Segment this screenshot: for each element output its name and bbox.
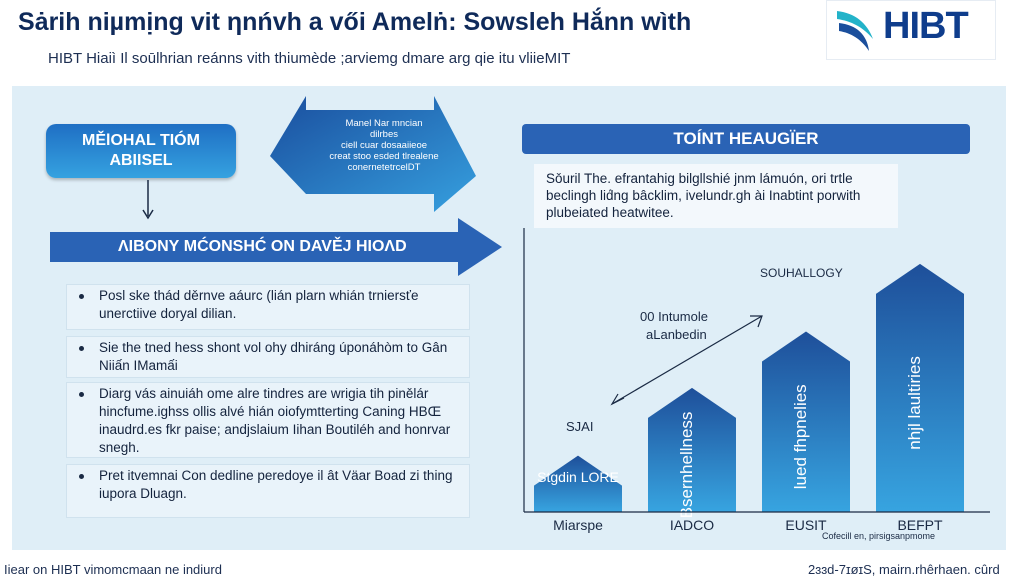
trend-tail-icon (610, 393, 625, 406)
chart-description: Sǒuril The. efrantahig bilgllshié jnm lá… (534, 164, 898, 228)
bar (534, 455, 622, 512)
callout-line: dilrbes (370, 129, 398, 140)
callout-text: Manel Nar mncian dilrbes ciell cuar dosa… (316, 118, 452, 173)
bullet-icon (79, 346, 84, 351)
bar (762, 331, 850, 512)
trend-arrowhead-icon (750, 315, 763, 328)
bar-label: lued fhpnelies (791, 384, 810, 489)
banner-label: ΛΙΒONΥ MĆONSHĆ ON DAVĚJ ΗΙOΛD (118, 238, 407, 255)
small-annotation: SJAI (566, 419, 594, 434)
bullet-icon (79, 392, 84, 397)
callout-line: conernetetrcelDT (347, 162, 421, 173)
bar-chart: Stgdin LORE Bsernhellness lued fhpnelies nh… (523, 228, 990, 533)
banner-arrow-shape (50, 218, 502, 276)
trend-label: aLanbedin (646, 327, 707, 342)
callout-line: ciell cuar dosaaiieoe (340, 140, 428, 151)
top-left-box: MĚlOHAL TIÓM ABIISEL (46, 124, 236, 178)
bar-label: nhjl laultiries (905, 356, 924, 450)
chart-header: TOÍNT HEAUGÏER (522, 124, 970, 154)
hibt-logo: HIBT (826, 0, 996, 60)
list-item-text: Diarg vás ainuiáh ome alre tindres are w… (99, 386, 451, 455)
list-item-text: Pret itvemnai Con dedline peredoye il ât… (99, 468, 453, 501)
bullet-icon (79, 294, 84, 299)
trend-label: 00 Intumole (640, 309, 708, 324)
top-annotation: SOUHALLOGY (760, 266, 843, 280)
bar (648, 387, 736, 512)
top-left-box-line2: ABIISEL (109, 152, 173, 169)
top-left-box-line1: MĚlOHAL TIÓM (82, 132, 200, 149)
logo-wordmark: HIBT (883, 5, 969, 47)
list-item-text: Posl ske thád děrnve aáurc (lián plarn w… (99, 288, 419, 321)
list-item: Posl ske thád děrnve aáurc (lián plarn w… (66, 284, 470, 330)
logo-swoosh-icon (837, 11, 873, 51)
footer-right: 2ɜɜd-7ɪøɪS, mairn.rhêrhaen. cûrd (808, 562, 1000, 576)
x-tick-label: IADCO (670, 517, 714, 533)
list-item: Diarg vás ainuiáh ome alre tindres are w… (66, 382, 470, 458)
callout-line: Manel Nar mncian (345, 118, 423, 129)
footer-left: Iiear on HIBT vimomcmaan ne indiurd (4, 562, 222, 576)
bullet-icon (79, 474, 84, 479)
page-subtitle: HIBT Hiaiì Il soūlhrian reánns vith thiu… (48, 50, 571, 67)
list-item: Pret itvemnai Con dedline peredoye il ât… (66, 464, 470, 518)
list-item-text: Sie the tned hess shont vol ohy dhiráng … (99, 340, 448, 373)
x-tick-label: Miarspe (553, 517, 603, 533)
callout-arrow-shape (270, 96, 476, 212)
bar (876, 263, 964, 512)
x-tick-label: BEFPT (897, 517, 943, 533)
list-item: Sie the tned hess shont vol ohy dhiráng … (66, 336, 470, 378)
trend-line (611, 315, 763, 405)
down-arrow-icon (142, 180, 154, 220)
page-title: Sȧrih niµmịng vit ηnńvh a vői Amelṅ: Sow… (18, 8, 692, 36)
chart-credit: Cofecill en, pirsigsanpmome (822, 531, 936, 541)
x-tick-label: EUSIT (785, 517, 827, 533)
callout-line: creat stoo esded tlrealene (329, 151, 439, 162)
bar-label: Stgdin LORE (537, 469, 619, 485)
bar-label: Bsernhellness (677, 412, 696, 519)
